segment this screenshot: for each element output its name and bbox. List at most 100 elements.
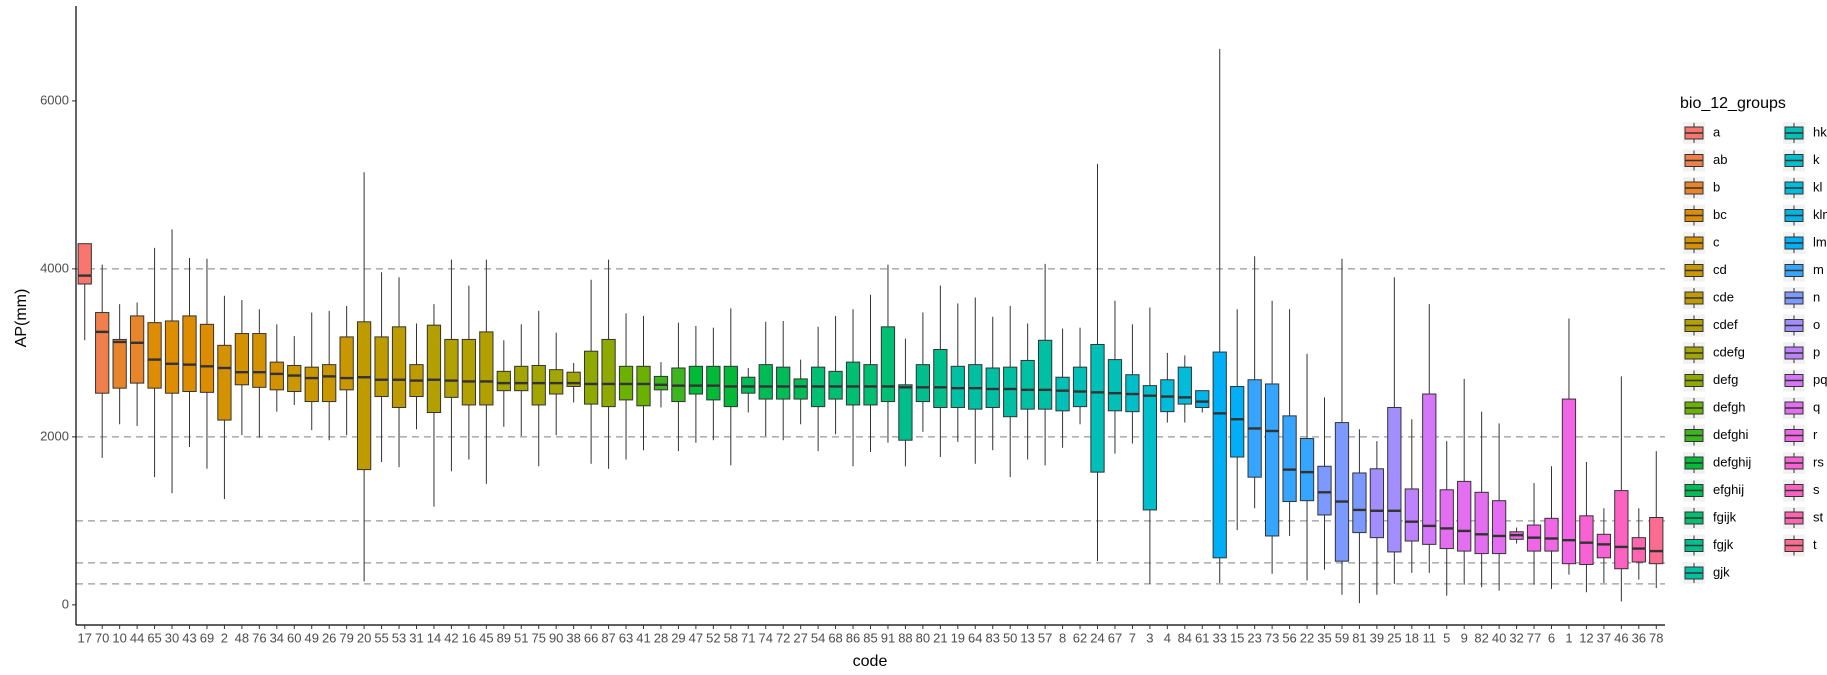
x-axis-title: code [853, 653, 888, 670]
x-tick-label: 77 [1527, 630, 1541, 645]
box [601, 338, 616, 408]
box [1474, 491, 1489, 555]
x-tick-label: 31 [409, 630, 423, 645]
box [182, 315, 197, 393]
legend-label: cdefg [1713, 344, 1745, 359]
x-tick-label: 29 [671, 630, 685, 645]
x-tick-label: 86 [846, 630, 860, 645]
x-tick-label: 8 [1059, 630, 1066, 645]
x-tick-label: 72 [776, 630, 790, 645]
box [1422, 393, 1437, 545]
box [1596, 533, 1612, 559]
x-tick-label: 70 [95, 630, 109, 645]
box [112, 338, 127, 389]
box [1457, 480, 1472, 552]
x-tick-label: 85 [863, 630, 877, 645]
box [1544, 517, 1559, 552]
box [1195, 390, 1210, 408]
legend-label: lm [1813, 234, 1827, 249]
box [863, 364, 878, 406]
box [1631, 537, 1646, 563]
box [129, 315, 145, 384]
x-tick-label: 82 [1474, 630, 1488, 645]
x-tick-label: 49 [304, 630, 318, 645]
x-tick-label: 74 [758, 630, 772, 645]
legend-label: c [1713, 234, 1720, 249]
x-tick-label: 80 [916, 630, 930, 645]
x-tick-label: 84 [1178, 630, 1192, 645]
x-tick-label: 52 [706, 630, 720, 645]
box [479, 331, 494, 406]
legend-label: gjk [1713, 564, 1730, 579]
box [164, 320, 180, 394]
box [1579, 515, 1594, 566]
x-tick-label: 42 [444, 630, 458, 645]
box [1037, 339, 1053, 410]
box [339, 336, 354, 391]
box [1212, 351, 1227, 559]
box [1299, 438, 1315, 502]
legend-label: ab [1713, 152, 1727, 167]
x-tick-label: 27 [793, 630, 807, 645]
x-tick-label: 62 [1073, 630, 1087, 645]
x-tick-label: 14 [427, 630, 441, 645]
legend-label: n [1813, 289, 1820, 304]
box [1439, 489, 1454, 550]
x-tick-label: 37 [1597, 630, 1611, 645]
x-tick-label: 12 [1579, 630, 1593, 645]
legend-label: q [1813, 399, 1820, 414]
x-tick-label: 81 [1352, 630, 1366, 645]
box [1003, 366, 1018, 418]
legend-label: t [1813, 537, 1817, 552]
x-tick-label: 20 [357, 630, 371, 645]
legend-label: fgijk [1713, 509, 1737, 524]
x-tick-label: 26 [322, 630, 336, 645]
x-tick-label: 47 [689, 630, 703, 645]
box [1614, 490, 1629, 570]
y-tick-label: 2000 [40, 428, 69, 443]
legend-label: kl [1813, 179, 1823, 194]
box [549, 369, 564, 395]
x-tick-label: 22 [1300, 630, 1314, 645]
legend-label: cd [1713, 262, 1727, 277]
box [234, 333, 250, 386]
box [968, 364, 983, 410]
legend-label: klm [1813, 207, 1827, 222]
x-tick-label: 60 [287, 630, 301, 645]
x-tick-label: 78 [1649, 630, 1663, 645]
box [933, 349, 948, 408]
legend-label: a [1713, 124, 1721, 139]
x-tick-label: 35 [1317, 630, 1331, 645]
y-tick-label: 0 [62, 596, 69, 611]
x-tick-label: 34 [270, 630, 284, 645]
x-tick-label: 48 [235, 630, 249, 645]
box [1142, 385, 1158, 511]
box [1317, 465, 1332, 516]
box [95, 312, 110, 394]
legend-label: defghi [1713, 427, 1749, 442]
x-tick-label: 68 [828, 630, 842, 645]
x-tick-label: 54 [811, 630, 825, 645]
legend-label: pq [1813, 372, 1827, 387]
box [531, 364, 546, 406]
box [1072, 366, 1088, 408]
x-tick-label: 53 [392, 630, 406, 645]
x-tick-label: 75 [531, 630, 545, 645]
x-tick-label: 32 [1509, 630, 1523, 645]
box [322, 364, 337, 403]
box [199, 323, 215, 393]
x-tick-label: 15 [1230, 630, 1244, 645]
x-tick-label: 59 [1335, 630, 1349, 645]
box [374, 336, 389, 398]
box [566, 371, 581, 387]
legend-label: hk [1813, 124, 1827, 139]
box [426, 324, 442, 414]
x-tick-label: 63 [619, 630, 633, 645]
legend-label: m [1813, 262, 1824, 277]
x-tick-label: 56 [1282, 630, 1296, 645]
box [287, 364, 302, 393]
legend-label: defgh [1713, 399, 1746, 414]
box [880, 326, 896, 403]
x-tick-label: 67 [1108, 630, 1122, 645]
